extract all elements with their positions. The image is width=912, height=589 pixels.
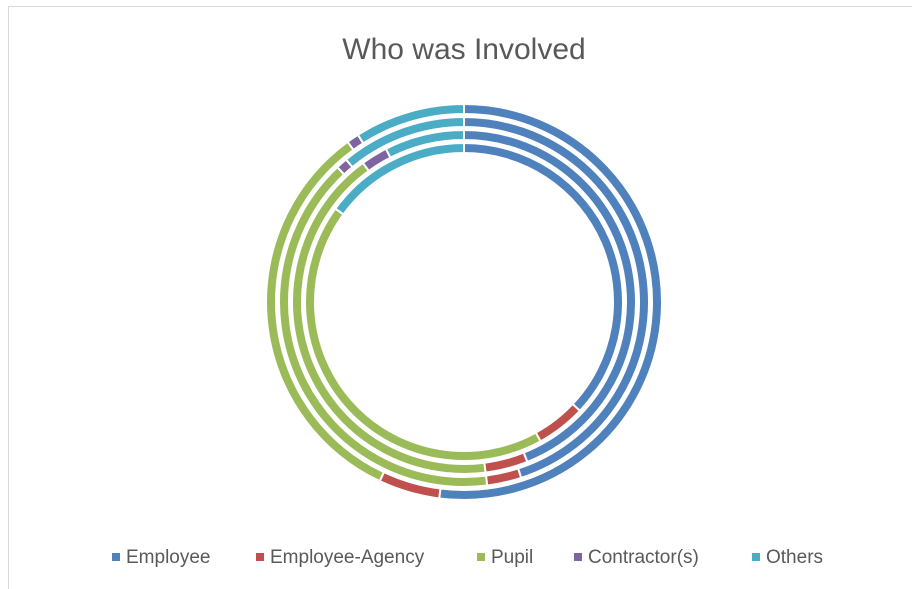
- doughnut-segment: [356, 102, 465, 145]
- chart-title: Who was Involved: [342, 33, 585, 66]
- legend-swatch: [752, 553, 760, 561]
- legend-label: Contractor(s): [588, 547, 699, 568]
- legend-label: Others: [766, 547, 823, 568]
- legend-label: Pupil: [491, 547, 533, 568]
- doughnut-segment: [344, 115, 465, 169]
- legend-label: Employee: [126, 547, 211, 568]
- legend-swatch: [256, 553, 264, 561]
- doughnut-segment: [333, 141, 465, 216]
- legend-swatch: [477, 553, 485, 561]
- legend-swatch: [112, 553, 120, 561]
- legend-swatch: [574, 553, 582, 561]
- chart-border: [8, 6, 912, 589]
- doughnut-segment: [384, 128, 465, 160]
- doughnut-segment: [304, 207, 542, 462]
- legend-label: Employee-Agency: [270, 547, 425, 568]
